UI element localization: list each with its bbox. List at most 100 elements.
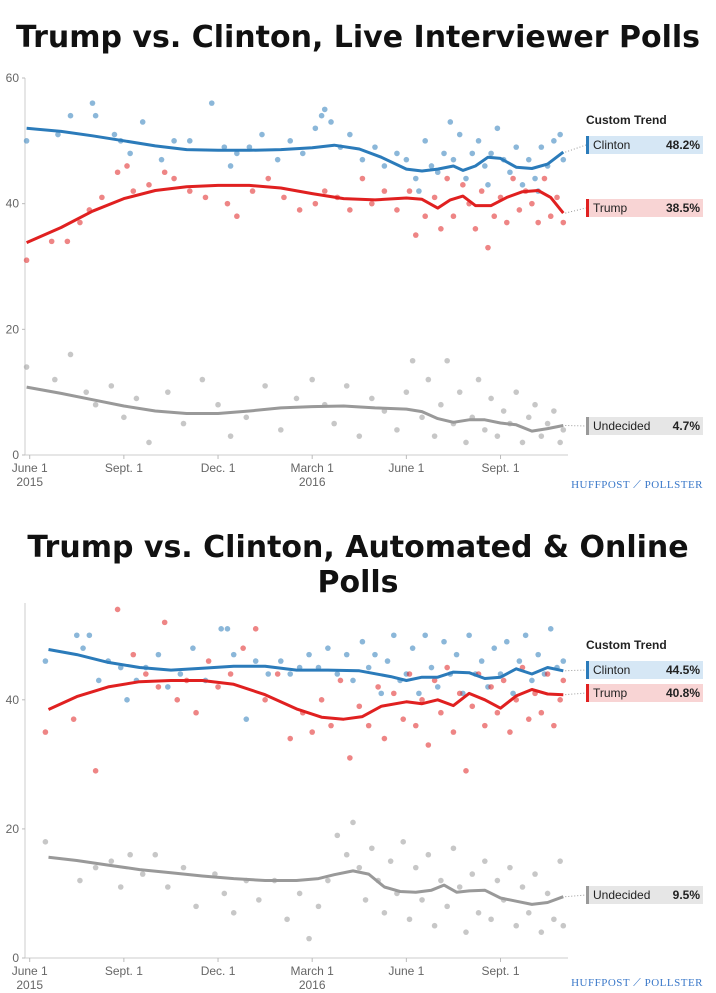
auto-undecided-point <box>425 851 432 858</box>
live-undecided-point <box>199 376 206 383</box>
auto-undecided-point <box>165 884 171 890</box>
auto-clinton-point <box>409 645 416 651</box>
live-clinton-point <box>227 163 234 169</box>
auto-clinton-point <box>190 645 196 651</box>
live-undecided-legend-value: 4.7% <box>673 419 701 433</box>
auto-undecided-point <box>560 922 567 929</box>
auto-clinton-trend-line <box>48 648 564 682</box>
auto-undecided-point <box>369 845 375 852</box>
auto-clinton-point <box>384 658 391 664</box>
auto-undecided-point <box>284 916 290 923</box>
live-clinton-point <box>208 100 215 106</box>
live-x-tick-label: June 1 <box>12 461 48 475</box>
auto-undecided-point <box>296 890 303 897</box>
auto-trump-point <box>463 768 469 774</box>
auto-undecided-point <box>117 884 124 890</box>
auto-clinton-point <box>434 684 441 690</box>
auto-clinton-legend-label: Clinton <box>593 663 630 677</box>
live-y-tick-label: 40 <box>6 197 20 211</box>
live-clinton-point <box>519 182 526 188</box>
auto-clinton-point <box>422 632 428 639</box>
auto-undecided-point <box>544 890 551 897</box>
live-trump-point <box>431 194 438 201</box>
live-clinton-trend-line <box>26 126 565 173</box>
auto-undecided-legend-swatch <box>586 886 589 904</box>
live-undecided-legend-swatch <box>586 417 589 435</box>
live-clinton-point <box>381 163 388 169</box>
auto-clinton-point <box>224 626 231 632</box>
auto-trump-point <box>560 677 567 684</box>
live-clinton-point <box>494 125 501 132</box>
auto-undecided-point <box>519 884 526 890</box>
live-undecided-point <box>23 364 30 370</box>
live-clinton-point <box>234 150 240 157</box>
live-undecided-legend-bg <box>586 417 703 435</box>
auto-undecided-point <box>108 858 115 864</box>
auto-trump-point <box>274 671 281 677</box>
live-undecided-point <box>475 376 482 383</box>
auto-undecided-point <box>92 864 99 871</box>
auto-undecided-point <box>406 916 413 923</box>
live-undecided-point <box>369 395 375 402</box>
live-trump-point <box>438 226 444 232</box>
live-clinton-point <box>139 119 146 125</box>
auto-clinton-point <box>359 638 366 645</box>
auto-undecided-point <box>256 897 262 903</box>
auto-trump-point <box>130 651 137 658</box>
auto-trump-point <box>425 742 432 748</box>
live-trump-legend-label: Trump <box>593 201 628 215</box>
live-undecided-point <box>544 420 551 427</box>
auto-undecided-point <box>532 871 538 877</box>
live-clinton-point <box>312 125 319 132</box>
auto-trump-point <box>114 606 121 613</box>
live-clinton-point <box>507 169 513 176</box>
auto-clinton-point <box>218 626 224 632</box>
live-undecided-point <box>500 408 507 414</box>
live-trump-point <box>48 238 55 245</box>
auto-clinton-point <box>155 651 162 658</box>
auto-clinton-point <box>325 645 331 651</box>
auto-trump-point <box>143 671 149 677</box>
auto-trump-point <box>525 716 532 722</box>
auto-undecided-point <box>387 858 394 864</box>
live-x-tick-label: Dec. 1 <box>201 461 236 475</box>
auto-trump-point <box>262 697 268 703</box>
auto-clinton-point <box>278 658 284 664</box>
live-brand-logo: HUFFPOST ⟋ POLLSTER <box>571 479 703 491</box>
auto-clinton-point <box>86 632 93 639</box>
auto-x-tick-label: Sept. 1 <box>105 964 143 978</box>
auto-undecided-point <box>507 864 513 871</box>
live-clinton-point <box>171 138 177 144</box>
auto-trump-point <box>328 722 334 729</box>
live-trump-point <box>554 194 560 201</box>
live-undecided-point <box>525 414 532 421</box>
live-undecided-point <box>309 376 315 383</box>
live-undecided-point <box>488 395 494 402</box>
live-undecided-point <box>356 433 363 439</box>
auto-trump-legend-swatch <box>586 684 589 702</box>
live-undecided-point <box>146 439 152 446</box>
auto-clinton-leader-line <box>565 669 587 672</box>
live-undecided-point <box>52 376 58 383</box>
live-clinton-point <box>127 150 133 157</box>
live-trump-point <box>202 194 209 201</box>
live-clinton-point <box>328 119 334 125</box>
live-clinton-point <box>416 188 422 194</box>
live-trump-point <box>394 207 400 213</box>
auto-undecided-legend-label: Undecided <box>593 888 650 902</box>
live-x-tick-label: March 1 <box>291 461 335 475</box>
auto-trump-point <box>174 697 181 703</box>
auto-y-tick-label: 20 <box>6 822 20 836</box>
live-clinton-point <box>551 138 557 144</box>
live-undecided-point <box>215 401 221 408</box>
auto-trump-point <box>309 729 315 735</box>
auto-clinton-point <box>466 632 472 639</box>
auto-clinton-point <box>503 638 510 645</box>
live-trump-point <box>450 213 457 220</box>
live-undecided-point <box>278 427 284 433</box>
auto-trump-point <box>538 709 545 716</box>
auto-x-tick-year: 2016 <box>299 978 326 990</box>
auto-undecided-leader-line <box>565 894 587 898</box>
auto-trump-point <box>456 690 463 697</box>
